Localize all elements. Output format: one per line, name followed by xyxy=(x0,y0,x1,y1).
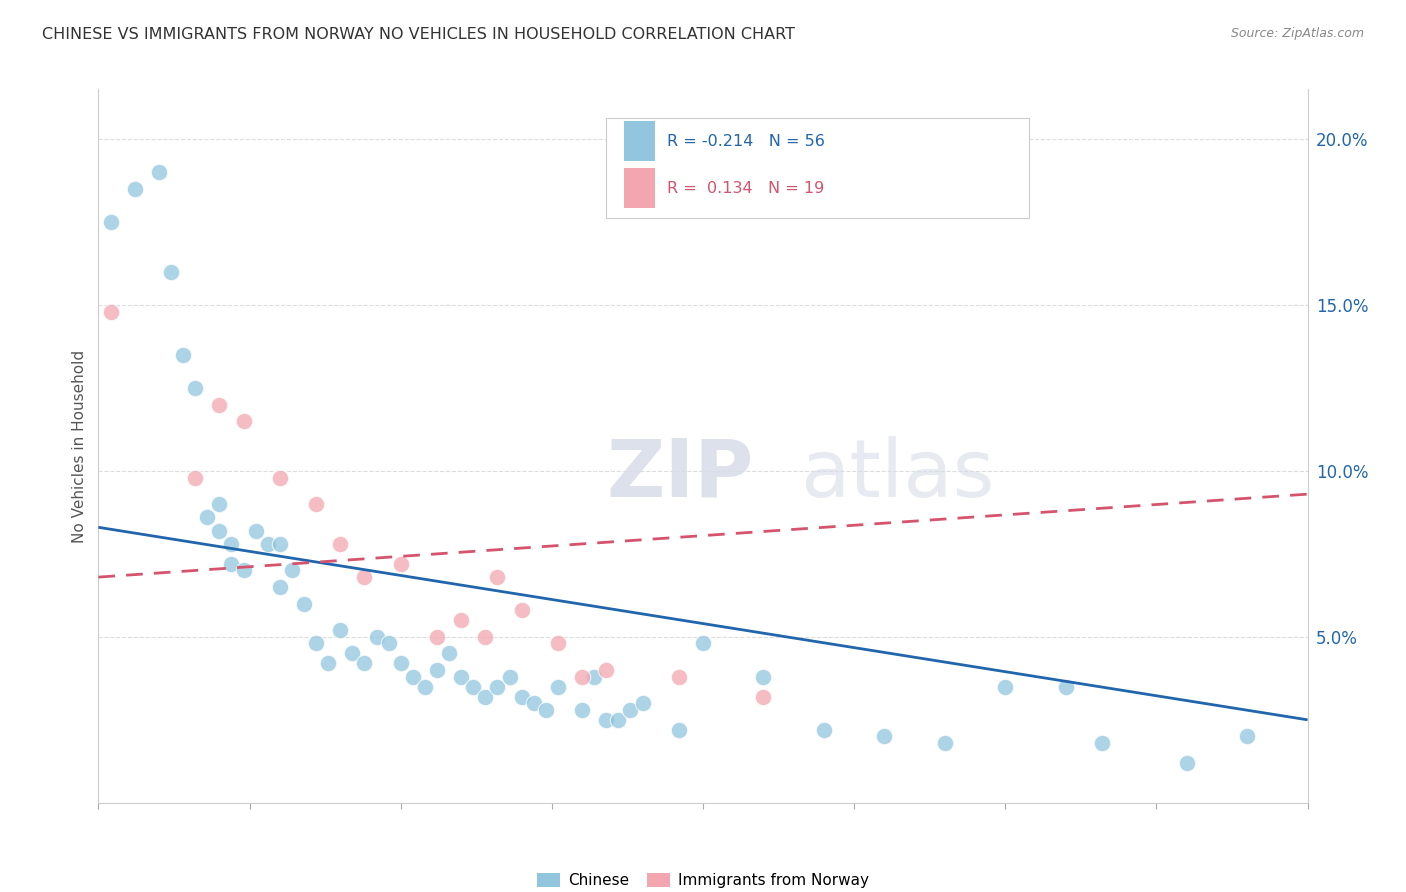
Text: Source: ZipAtlas.com: Source: ZipAtlas.com xyxy=(1230,27,1364,40)
Point xyxy=(426,630,449,644)
Point xyxy=(534,703,557,717)
Point xyxy=(100,215,122,229)
Point xyxy=(402,670,425,684)
Point xyxy=(316,657,339,671)
Legend: Chinese, Immigrants from Norway: Chinese, Immigrants from Norway xyxy=(537,873,869,888)
Point xyxy=(668,670,690,684)
Y-axis label: No Vehicles in Household: No Vehicles in Household xyxy=(72,350,87,542)
Point xyxy=(498,670,520,684)
Point xyxy=(583,670,606,684)
Point xyxy=(619,703,641,717)
Text: ZIP: ZIP xyxy=(606,435,754,514)
Point xyxy=(221,537,243,551)
Point xyxy=(208,397,231,411)
Point xyxy=(463,680,485,694)
Point xyxy=(269,537,291,551)
Point xyxy=(124,182,146,196)
Point xyxy=(208,524,231,538)
Point xyxy=(184,381,207,395)
Point xyxy=(813,723,835,737)
Point xyxy=(510,603,533,617)
Point xyxy=(353,657,375,671)
Point xyxy=(184,470,207,484)
Point xyxy=(571,670,593,684)
FancyBboxPatch shape xyxy=(624,169,655,208)
Point xyxy=(100,304,122,318)
Point xyxy=(571,703,593,717)
Point xyxy=(668,723,690,737)
Point xyxy=(1091,736,1114,750)
Point xyxy=(1054,680,1077,694)
Point xyxy=(329,624,352,638)
Point xyxy=(245,524,267,538)
Point xyxy=(305,497,328,511)
Point xyxy=(1175,756,1198,770)
Point xyxy=(450,613,472,627)
Point xyxy=(413,680,436,694)
Point xyxy=(607,713,630,727)
Point xyxy=(437,647,460,661)
Point xyxy=(547,636,569,650)
Point xyxy=(269,580,291,594)
Point xyxy=(377,636,399,650)
Text: R = -0.214   N = 56: R = -0.214 N = 56 xyxy=(666,134,824,149)
Point xyxy=(342,647,364,661)
Point xyxy=(292,597,315,611)
Point xyxy=(366,630,388,644)
Point xyxy=(256,537,278,551)
Point xyxy=(232,564,254,578)
Point xyxy=(269,470,291,484)
Text: R =  0.134   N = 19: R = 0.134 N = 19 xyxy=(666,180,824,195)
Point xyxy=(595,663,617,677)
Point xyxy=(752,690,775,704)
Point xyxy=(474,630,496,644)
Point xyxy=(547,680,569,694)
Point xyxy=(752,670,775,684)
Point xyxy=(450,670,472,684)
Point xyxy=(486,680,509,694)
Point xyxy=(389,657,412,671)
Point xyxy=(148,165,170,179)
Point xyxy=(1236,730,1258,744)
Point xyxy=(305,636,328,650)
Text: atlas: atlas xyxy=(800,435,994,514)
Point xyxy=(523,696,546,710)
Point xyxy=(486,570,509,584)
Point xyxy=(329,537,352,551)
Point xyxy=(510,690,533,704)
Point xyxy=(595,713,617,727)
Point xyxy=(353,570,375,584)
Point xyxy=(474,690,496,704)
FancyBboxPatch shape xyxy=(606,118,1029,218)
Point xyxy=(281,564,304,578)
Point xyxy=(873,730,896,744)
Text: CHINESE VS IMMIGRANTS FROM NORWAY NO VEHICLES IN HOUSEHOLD CORRELATION CHART: CHINESE VS IMMIGRANTS FROM NORWAY NO VEH… xyxy=(42,27,796,42)
Point xyxy=(160,265,183,279)
Point xyxy=(208,497,231,511)
Point xyxy=(692,636,714,650)
Point xyxy=(426,663,449,677)
Point xyxy=(389,557,412,571)
Point xyxy=(631,696,654,710)
FancyBboxPatch shape xyxy=(624,121,655,161)
Point xyxy=(994,680,1017,694)
Point xyxy=(195,510,218,524)
Point xyxy=(934,736,956,750)
Point xyxy=(221,557,243,571)
Point xyxy=(232,414,254,428)
Point xyxy=(172,348,194,362)
